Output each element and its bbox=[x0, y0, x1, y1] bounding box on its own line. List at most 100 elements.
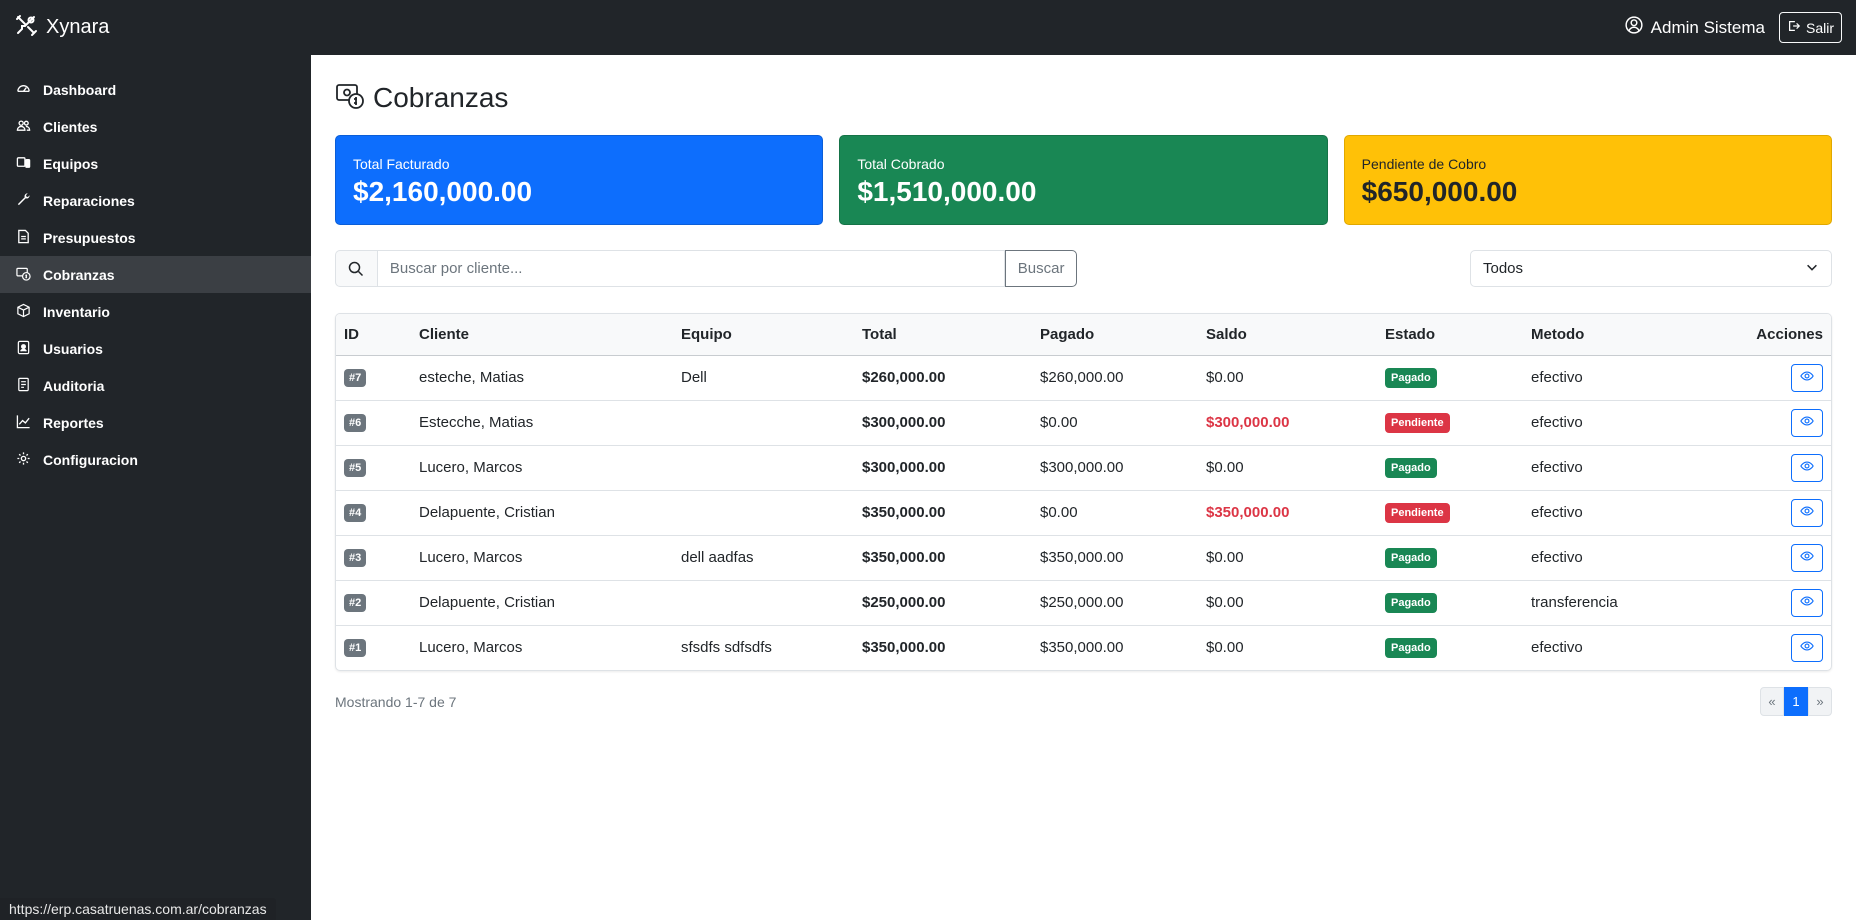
col-id[interactable]: ID bbox=[336, 314, 411, 356]
cell-pagado: $350,000.00 bbox=[1040, 639, 1124, 657]
col-equipo[interactable]: Equipo bbox=[673, 314, 854, 356]
user-menu[interactable]: Admin Sistema bbox=[1625, 16, 1765, 39]
cell-equipo: dell aadfas bbox=[673, 535, 854, 581]
top-navbar: Xynara Admin Sistema Salir bbox=[0, 0, 1856, 55]
view-button[interactable] bbox=[1791, 453, 1823, 482]
col-metodo[interactable]: Metodo bbox=[1523, 314, 1694, 356]
view-button[interactable] bbox=[1791, 363, 1823, 392]
sidebar-item-reportes[interactable]: Reportes bbox=[0, 404, 311, 441]
card-value: $2,160,000.00 bbox=[353, 176, 533, 207]
sidebar-item-usuarios[interactable]: Usuarios bbox=[0, 330, 311, 367]
cell-total: $350,000.00 bbox=[854, 490, 1032, 536]
sidebar-item-label: Auditoria bbox=[43, 377, 105, 394]
status-badge: Pagado bbox=[1385, 367, 1437, 388]
cell-pagado: $0.00 bbox=[1032, 400, 1198, 446]
sidebar-item-inventario[interactable]: Inventario bbox=[0, 293, 311, 330]
browser-status-url: https://erp.casatruenas.com.ar/cobranzas bbox=[0, 898, 276, 920]
col-total[interactable]: Total bbox=[854, 314, 1032, 356]
user-name: Admin Sistema bbox=[1650, 17, 1765, 37]
brand-name: Xynara bbox=[46, 16, 110, 38]
cell-cliente: Lucero, Marcos bbox=[411, 445, 673, 491]
sidebar: Dashboard Clientes Equipos Reparaciones … bbox=[0, 55, 311, 920]
cell-equipo bbox=[673, 490, 854, 536]
wrench-icon bbox=[16, 192, 31, 210]
sidebar-item-auditoria[interactable]: Auditoria bbox=[0, 367, 311, 404]
sidebar-item-cobranzas[interactable]: Cobranzas bbox=[0, 256, 311, 293]
cell-total: $300,000.00 bbox=[854, 445, 1032, 491]
search-icon bbox=[335, 250, 377, 287]
filters-row: Buscar Todos bbox=[335, 250, 1832, 287]
cash-icon bbox=[335, 81, 365, 116]
sidebar-item-label: Inventario bbox=[43, 303, 110, 320]
col-cliente[interactable]: Cliente bbox=[411, 314, 673, 356]
view-button[interactable] bbox=[1791, 633, 1823, 662]
id-badge: #3 bbox=[344, 549, 367, 567]
status-badge: Pagado bbox=[1385, 457, 1437, 478]
tools-icon bbox=[14, 13, 38, 43]
sidebar-item-label: Equipos bbox=[43, 155, 99, 172]
sidebar-item-dashboard[interactable]: Dashboard bbox=[0, 71, 311, 108]
logout-button[interactable]: Salir bbox=[1778, 12, 1842, 43]
cell-equipo: Dell bbox=[673, 355, 854, 401]
search-button[interactable]: Buscar bbox=[1005, 250, 1077, 287]
user-badge-icon bbox=[16, 340, 31, 358]
table-row: #7 esteche, Matias Dell $260,000.00 $260… bbox=[336, 355, 1831, 401]
search-group: Buscar bbox=[335, 250, 1077, 287]
sidebar-item-label: Clientes bbox=[43, 118, 98, 135]
cell-metodo: efectivo bbox=[1523, 445, 1694, 491]
sidebar-item-reparaciones[interactable]: Reparaciones bbox=[0, 182, 311, 219]
id-badge: #5 bbox=[344, 459, 367, 477]
brand[interactable]: Xynara bbox=[14, 13, 109, 43]
sidebar-item-presupuestos[interactable]: Presupuestos bbox=[0, 219, 311, 256]
page-title: Cobranzas bbox=[373, 82, 509, 113]
cell-total: $300,000.00 bbox=[854, 400, 1032, 446]
gear-icon bbox=[16, 451, 31, 469]
cell-total: $350,000.00 bbox=[854, 535, 1032, 581]
cell-cliente: Lucero, Marcos bbox=[419, 639, 523, 657]
cell-metodo: efectivo bbox=[1523, 400, 1694, 446]
col-estado[interactable]: Estado bbox=[1377, 314, 1523, 356]
cell-equipo bbox=[673, 400, 854, 446]
pendiente-cobro-card: Pendiente de Cobro $650,000.00 bbox=[1343, 135, 1832, 225]
total-cobrado-card: Total Cobrado $1,510,000.00 bbox=[839, 135, 1328, 225]
col-pagado[interactable]: Pagado bbox=[1032, 314, 1198, 356]
cell-equipo bbox=[673, 580, 854, 626]
cobranzas-table: ID Cliente Equipo Total Pagado Saldo Est… bbox=[335, 313, 1832, 671]
id-badge: #1 bbox=[344, 639, 367, 658]
people-icon bbox=[16, 118, 31, 136]
prev-page-button[interactable]: « bbox=[1760, 687, 1784, 716]
box-icon bbox=[16, 303, 31, 321]
status-badge: Pagado bbox=[1385, 592, 1437, 613]
eye-icon bbox=[1800, 594, 1814, 611]
sidebar-item-equipos[interactable]: Equipos bbox=[0, 145, 311, 182]
cell-saldo: $300,000.00 bbox=[1198, 400, 1377, 446]
cell-saldo: $0.00 bbox=[1206, 639, 1244, 657]
table-row: #1 Lucero, Marcos sfsdfs sdfsdfs $350,00… bbox=[336, 625, 1831, 670]
view-button[interactable] bbox=[1791, 408, 1823, 437]
table-row: #4 Delapuente, Cristian $350,000.00 $0.0… bbox=[336, 490, 1831, 536]
page-1-button[interactable]: 1 bbox=[1784, 687, 1808, 716]
id-badge: #7 bbox=[344, 369, 367, 387]
cell-pagado: $250,000.00 bbox=[1032, 580, 1198, 626]
cell-metodo: efectivo bbox=[1523, 490, 1694, 536]
status-badge: Pendiente bbox=[1385, 412, 1450, 433]
cell-cliente: Delapuente, Cristian bbox=[411, 580, 673, 626]
sidebar-item-clientes[interactable]: Clientes bbox=[0, 108, 311, 145]
sidebar-item-configuracion[interactable]: Configuracion bbox=[0, 441, 311, 478]
view-button[interactable] bbox=[1791, 588, 1823, 617]
cell-saldo: $0.00 bbox=[1198, 355, 1377, 401]
eye-icon bbox=[1800, 639, 1814, 656]
cell-saldo: $350,000.00 bbox=[1198, 490, 1377, 536]
page-header: Cobranzas bbox=[335, 81, 1832, 115]
cell-equipo: sfsdfs sdfsdfs bbox=[681, 639, 772, 657]
col-saldo[interactable]: Saldo bbox=[1198, 314, 1377, 356]
id-badge: #6 bbox=[344, 414, 367, 432]
sidebar-item-label: Configuracion bbox=[43, 451, 138, 468]
chart-line-icon bbox=[16, 414, 31, 432]
estado-filter-select[interactable]: Todos bbox=[1470, 250, 1832, 287]
view-button[interactable] bbox=[1791, 498, 1823, 527]
next-page-button[interactable]: » bbox=[1808, 687, 1832, 716]
search-input[interactable] bbox=[376, 250, 1006, 287]
document-icon bbox=[16, 229, 31, 247]
view-button[interactable] bbox=[1791, 543, 1823, 572]
